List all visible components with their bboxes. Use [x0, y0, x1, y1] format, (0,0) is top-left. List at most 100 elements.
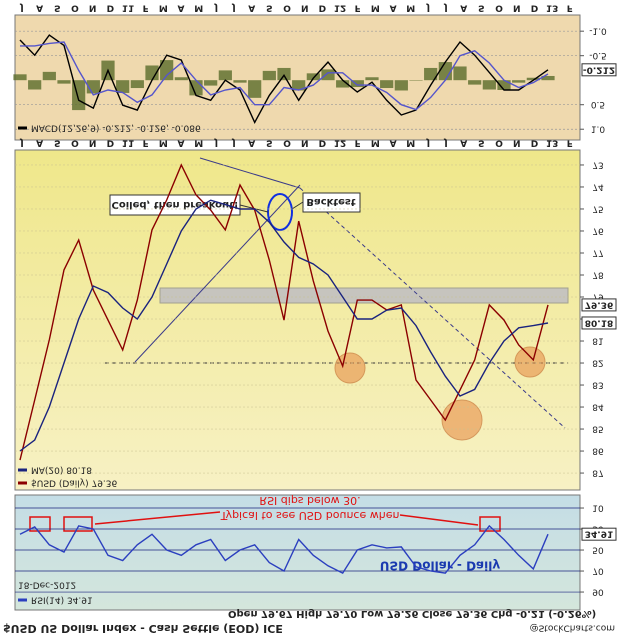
y-tick-label: 83: [592, 380, 603, 390]
x-tick-label: A: [248, 3, 255, 13]
x-tick-label: 13: [546, 3, 559, 13]
annotation: RSI dips below 30.: [259, 494, 360, 507]
x-tick-label: J: [19, 138, 23, 148]
value-tag-label: 79.36: [585, 299, 613, 309]
x-tick-label: S: [54, 138, 60, 148]
rsi-box: [479, 516, 501, 532]
y-tick-label: 0.5: [591, 99, 605, 109]
histogram-bar: [424, 67, 438, 81]
legend-label: MACD(12,26,9) -0.212, -0.126, -0.086: [31, 123, 201, 133]
quote: Open 79.67 High 79.70 Low 79.26 Close 79…: [228, 608, 596, 619]
connector: [291, 201, 304, 210]
annotation: USD Dollar - Daily: [380, 559, 501, 573]
histogram-bar: [233, 80, 247, 83]
x-tick-label: D: [531, 3, 538, 13]
y-tick-label: 79: [592, 292, 604, 302]
x-tick-label: J: [214, 138, 218, 148]
value-tag-label: -0.212: [583, 64, 615, 74]
x-tick-label: A: [390, 138, 397, 148]
histogram-bar: [497, 80, 511, 90]
x-tick-label: N: [89, 3, 97, 13]
histogram-bar: [380, 80, 394, 89]
connector: [94, 511, 221, 525]
resistance-band: [159, 287, 569, 304]
x-tick-label: 12: [334, 138, 347, 148]
value-tag-label: 34.91: [585, 529, 613, 539]
x-tick-label: J: [426, 3, 430, 13]
series-line: [19, 163, 549, 461]
x-tick-label: J: [231, 3, 235, 13]
highlight-circle: [514, 346, 546, 378]
histogram-bar: [541, 75, 555, 81]
rsi-box: [63, 516, 93, 532]
x-tick-label: A: [460, 138, 467, 148]
x-tick-label: O: [283, 3, 291, 13]
x-tick-label: 11: [122, 138, 135, 148]
histogram-bar: [526, 77, 540, 81]
title: $USD US Dollar Index - Cash Settle (EOD)…: [3, 622, 283, 635]
x-tick-label: O: [71, 138, 79, 148]
x-tick-label: F: [355, 3, 361, 13]
histogram-bar: [145, 65, 159, 81]
histogram-bar: [512, 80, 526, 83]
y-tick-label: 90: [592, 587, 604, 597]
histogram-bar: [365, 77, 379, 81]
annotation: Backtest: [306, 196, 355, 207]
y-tick-label: 87: [592, 468, 603, 478]
y-tick-label: 1.0: [591, 124, 606, 134]
histogram-bar: [482, 80, 496, 90]
x-tick-label: F: [143, 138, 149, 148]
connector: [399, 514, 479, 526]
x-tick-label: S: [478, 3, 484, 13]
x-tick-label: O: [495, 138, 503, 148]
histogram-bar: [394, 80, 408, 91]
x-tick-label: S: [54, 3, 60, 13]
x-tick-label: M: [194, 3, 203, 13]
histogram-bar: [468, 80, 482, 85]
histogram-bar: [57, 80, 71, 84]
x-tick-label: O: [495, 3, 503, 13]
x-tick-label: M: [159, 138, 168, 148]
histogram-bar: [116, 80, 130, 93]
x-tick-label: J: [443, 3, 447, 13]
x-tick-label: S: [266, 3, 272, 13]
x-tick-label: D: [531, 138, 538, 148]
y-tick-label: -0.5: [589, 50, 607, 60]
y-tick-label: 75: [592, 203, 603, 213]
legend-label: MA(20) 80.18: [31, 465, 92, 475]
histogram-bar: [306, 73, 320, 81]
x-tick-label: A: [36, 3, 43, 13]
highlight-circle: [334, 352, 366, 384]
macd-panel: [14, 14, 581, 141]
histogram-bar: [160, 60, 174, 81]
x-tick-label: M: [371, 3, 380, 13]
x-tick-label: D: [107, 3, 114, 13]
series-line: [19, 199, 549, 452]
histogram-bar: [277, 67, 291, 81]
histogram-bar: [453, 66, 467, 81]
value-tag: [581, 316, 617, 330]
x-tick-label: N: [301, 138, 309, 148]
series-line: [19, 34, 549, 124]
y-tick-label: 86: [592, 446, 604, 456]
x-tick-label: M: [406, 138, 415, 148]
value-tag: [581, 527, 617, 541]
x-tick-label: 11: [122, 3, 135, 13]
histogram-bar: [350, 80, 364, 88]
date: 18-Dec-2012: [18, 580, 76, 590]
x-tick-label: A: [460, 3, 467, 13]
series-line: [19, 524, 549, 575]
x-tick-label: O: [71, 3, 79, 13]
annotation: Typical to see USD bounce when: [220, 509, 400, 522]
x-tick-label: A: [36, 138, 43, 148]
y-tick-label: 76: [592, 225, 604, 235]
x-tick-label: F: [567, 138, 573, 148]
x-tick-label: D: [107, 138, 114, 148]
x-tick-label: A: [178, 3, 185, 13]
x-tick-label: 12: [334, 3, 347, 13]
histogram-bar: [218, 70, 232, 81]
price-panel: [14, 149, 581, 491]
value-tag: [581, 298, 617, 312]
rsi-panel: [14, 494, 581, 611]
